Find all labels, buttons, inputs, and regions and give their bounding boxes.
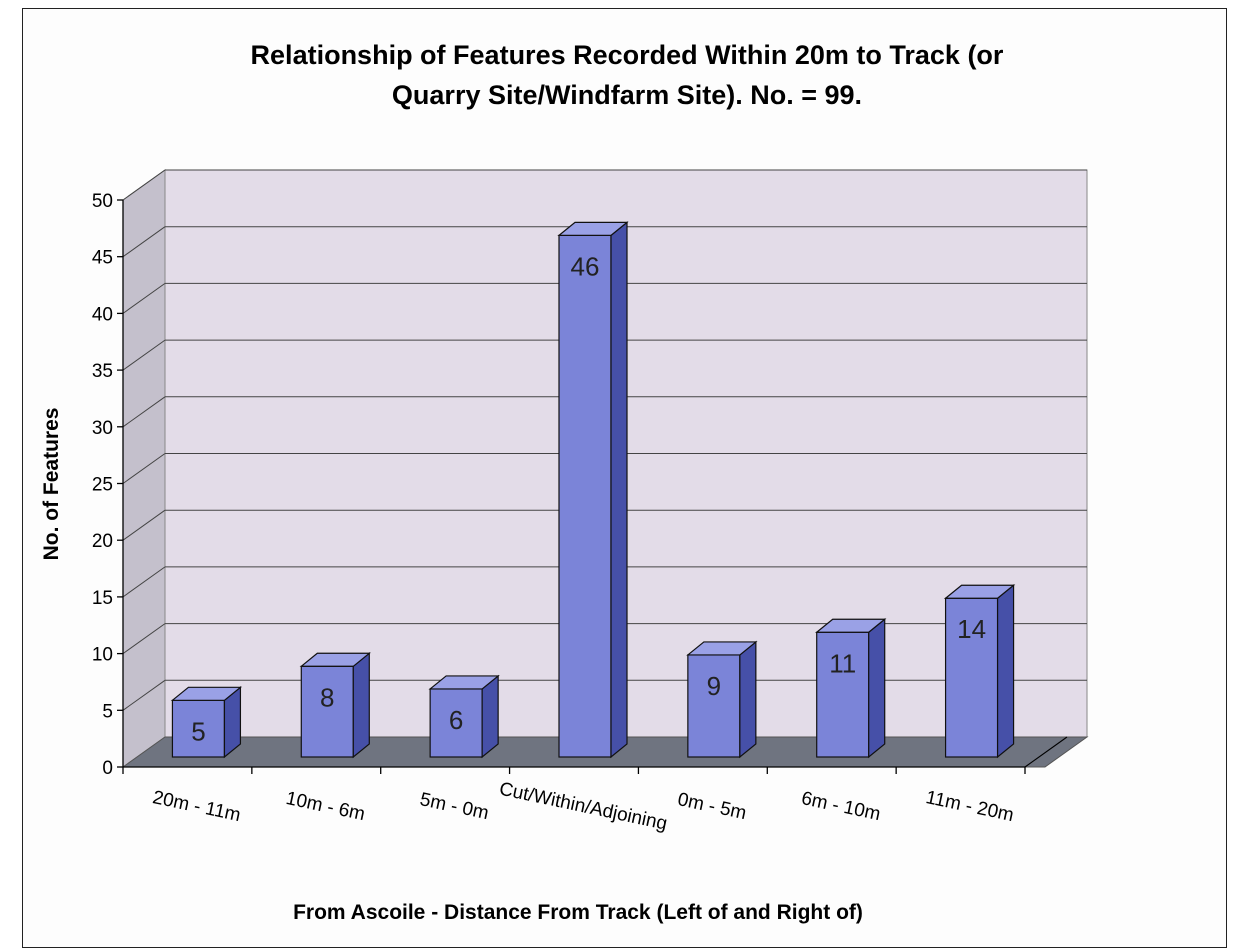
y-tick-label: 15: [92, 588, 113, 609]
data-label: 14: [957, 614, 986, 644]
bar: [943, 583, 1016, 759]
x-axis-title: From Ascoile - Distance From Track (Left…: [293, 901, 863, 924]
x-tick-label: 11m - 20m: [924, 787, 1016, 826]
bar: [557, 221, 629, 759]
y-tick-label: 20: [92, 531, 113, 552]
y-tick-label: 35: [92, 361, 113, 382]
x-tick-label: 5m - 0m: [418, 789, 491, 824]
bar-front: [687, 654, 741, 758]
x-tick-label-line: 6m - 10m: [799, 788, 882, 825]
bar-front: [816, 631, 870, 758]
gridline-side: [122, 679, 166, 711]
x-tick-label: 20m - 11m: [151, 787, 243, 826]
y-tick-label: 45: [92, 248, 113, 269]
bar-chart: 0 5 10 15 20 25 30 35 40 45 50 5 20m - 11m 8 10m - 6m 6…: [40, 40, 1089, 924]
chart-title-line-2: Quarry Site/Windfarm Site). No. = 99.: [392, 80, 862, 110]
bar: [170, 686, 243, 759]
bar-front: [300, 665, 354, 758]
x-tick-label-line: 0m - 5m: [676, 789, 749, 824]
data-label: 11: [829, 648, 856, 678]
bar-top: [815, 618, 887, 633]
bar-side: [739, 640, 757, 759]
x-tick-label-line: 10m - 6m: [284, 788, 367, 825]
bar-top: [428, 675, 500, 690]
gridline-side: [122, 282, 166, 314]
bar-front: [558, 234, 612, 758]
x-tick-label-line: 20m - 11m: [151, 787, 243, 826]
bar-top: [557, 221, 629, 236]
bar: [815, 617, 887, 759]
bar-top: [686, 641, 758, 656]
data-label: 8: [320, 682, 334, 712]
gridline-side: [122, 566, 166, 598]
data-label: 6: [449, 705, 463, 735]
bar-side: [481, 674, 499, 759]
bar-front: [429, 688, 483, 758]
bar-top: [170, 686, 243, 701]
y-tick-label: 0: [102, 758, 113, 779]
y-tick-label: 50: [92, 191, 113, 212]
bar: [428, 674, 500, 759]
y-tick-label: 10: [92, 645, 113, 666]
chart-title-line-1: Relationship of Features Recorded Within…: [251, 40, 1004, 70]
x-tick-label-line: 5m - 0m: [418, 789, 491, 824]
bar-side: [352, 652, 370, 759]
x-tick-label-line: Cut/Within/Adjoining: [497, 779, 669, 835]
bar-side: [610, 221, 628, 759]
bar-side: [868, 617, 886, 759]
gridline-side: [122, 509, 166, 541]
gridline-side: [122, 169, 166, 201]
bar-front: [171, 699, 226, 758]
x-tick-label: Cut/Within/Adjoining: [497, 779, 669, 835]
bar: [299, 652, 371, 759]
gridline-side: [122, 623, 166, 655]
axes: [117, 199, 1068, 774]
gridline-side: [122, 453, 166, 484]
x-tick-label: 0m - 5m: [676, 789, 749, 824]
gridline-side: [122, 339, 166, 371]
x-tick-label-line: 11m - 20m: [924, 787, 1016, 826]
floor-edge: [1024, 736, 1068, 768]
bar-front: [944, 597, 999, 758]
y-axis-title: No. of Features: [40, 408, 63, 561]
bar-side: [996, 583, 1015, 759]
bar-top: [943, 584, 1016, 599]
bar-top: [299, 652, 371, 667]
x-tick-label: 10m - 6m: [284, 788, 367, 825]
y-tick-label: 30: [92, 418, 113, 439]
data-label: 9: [707, 671, 721, 701]
y-tick-label: 5: [102, 701, 113, 722]
y-tick-label: 25: [92, 475, 113, 496]
bar: [686, 640, 758, 759]
data-label: 46: [571, 251, 600, 281]
data-label: 5: [191, 716, 205, 746]
gridline-side: [122, 226, 166, 258]
bars: [170, 221, 1016, 759]
x-tick-label: 6m - 10m: [799, 788, 882, 825]
y-tick-label: 40: [92, 304, 113, 325]
gridline-side: [122, 396, 166, 428]
